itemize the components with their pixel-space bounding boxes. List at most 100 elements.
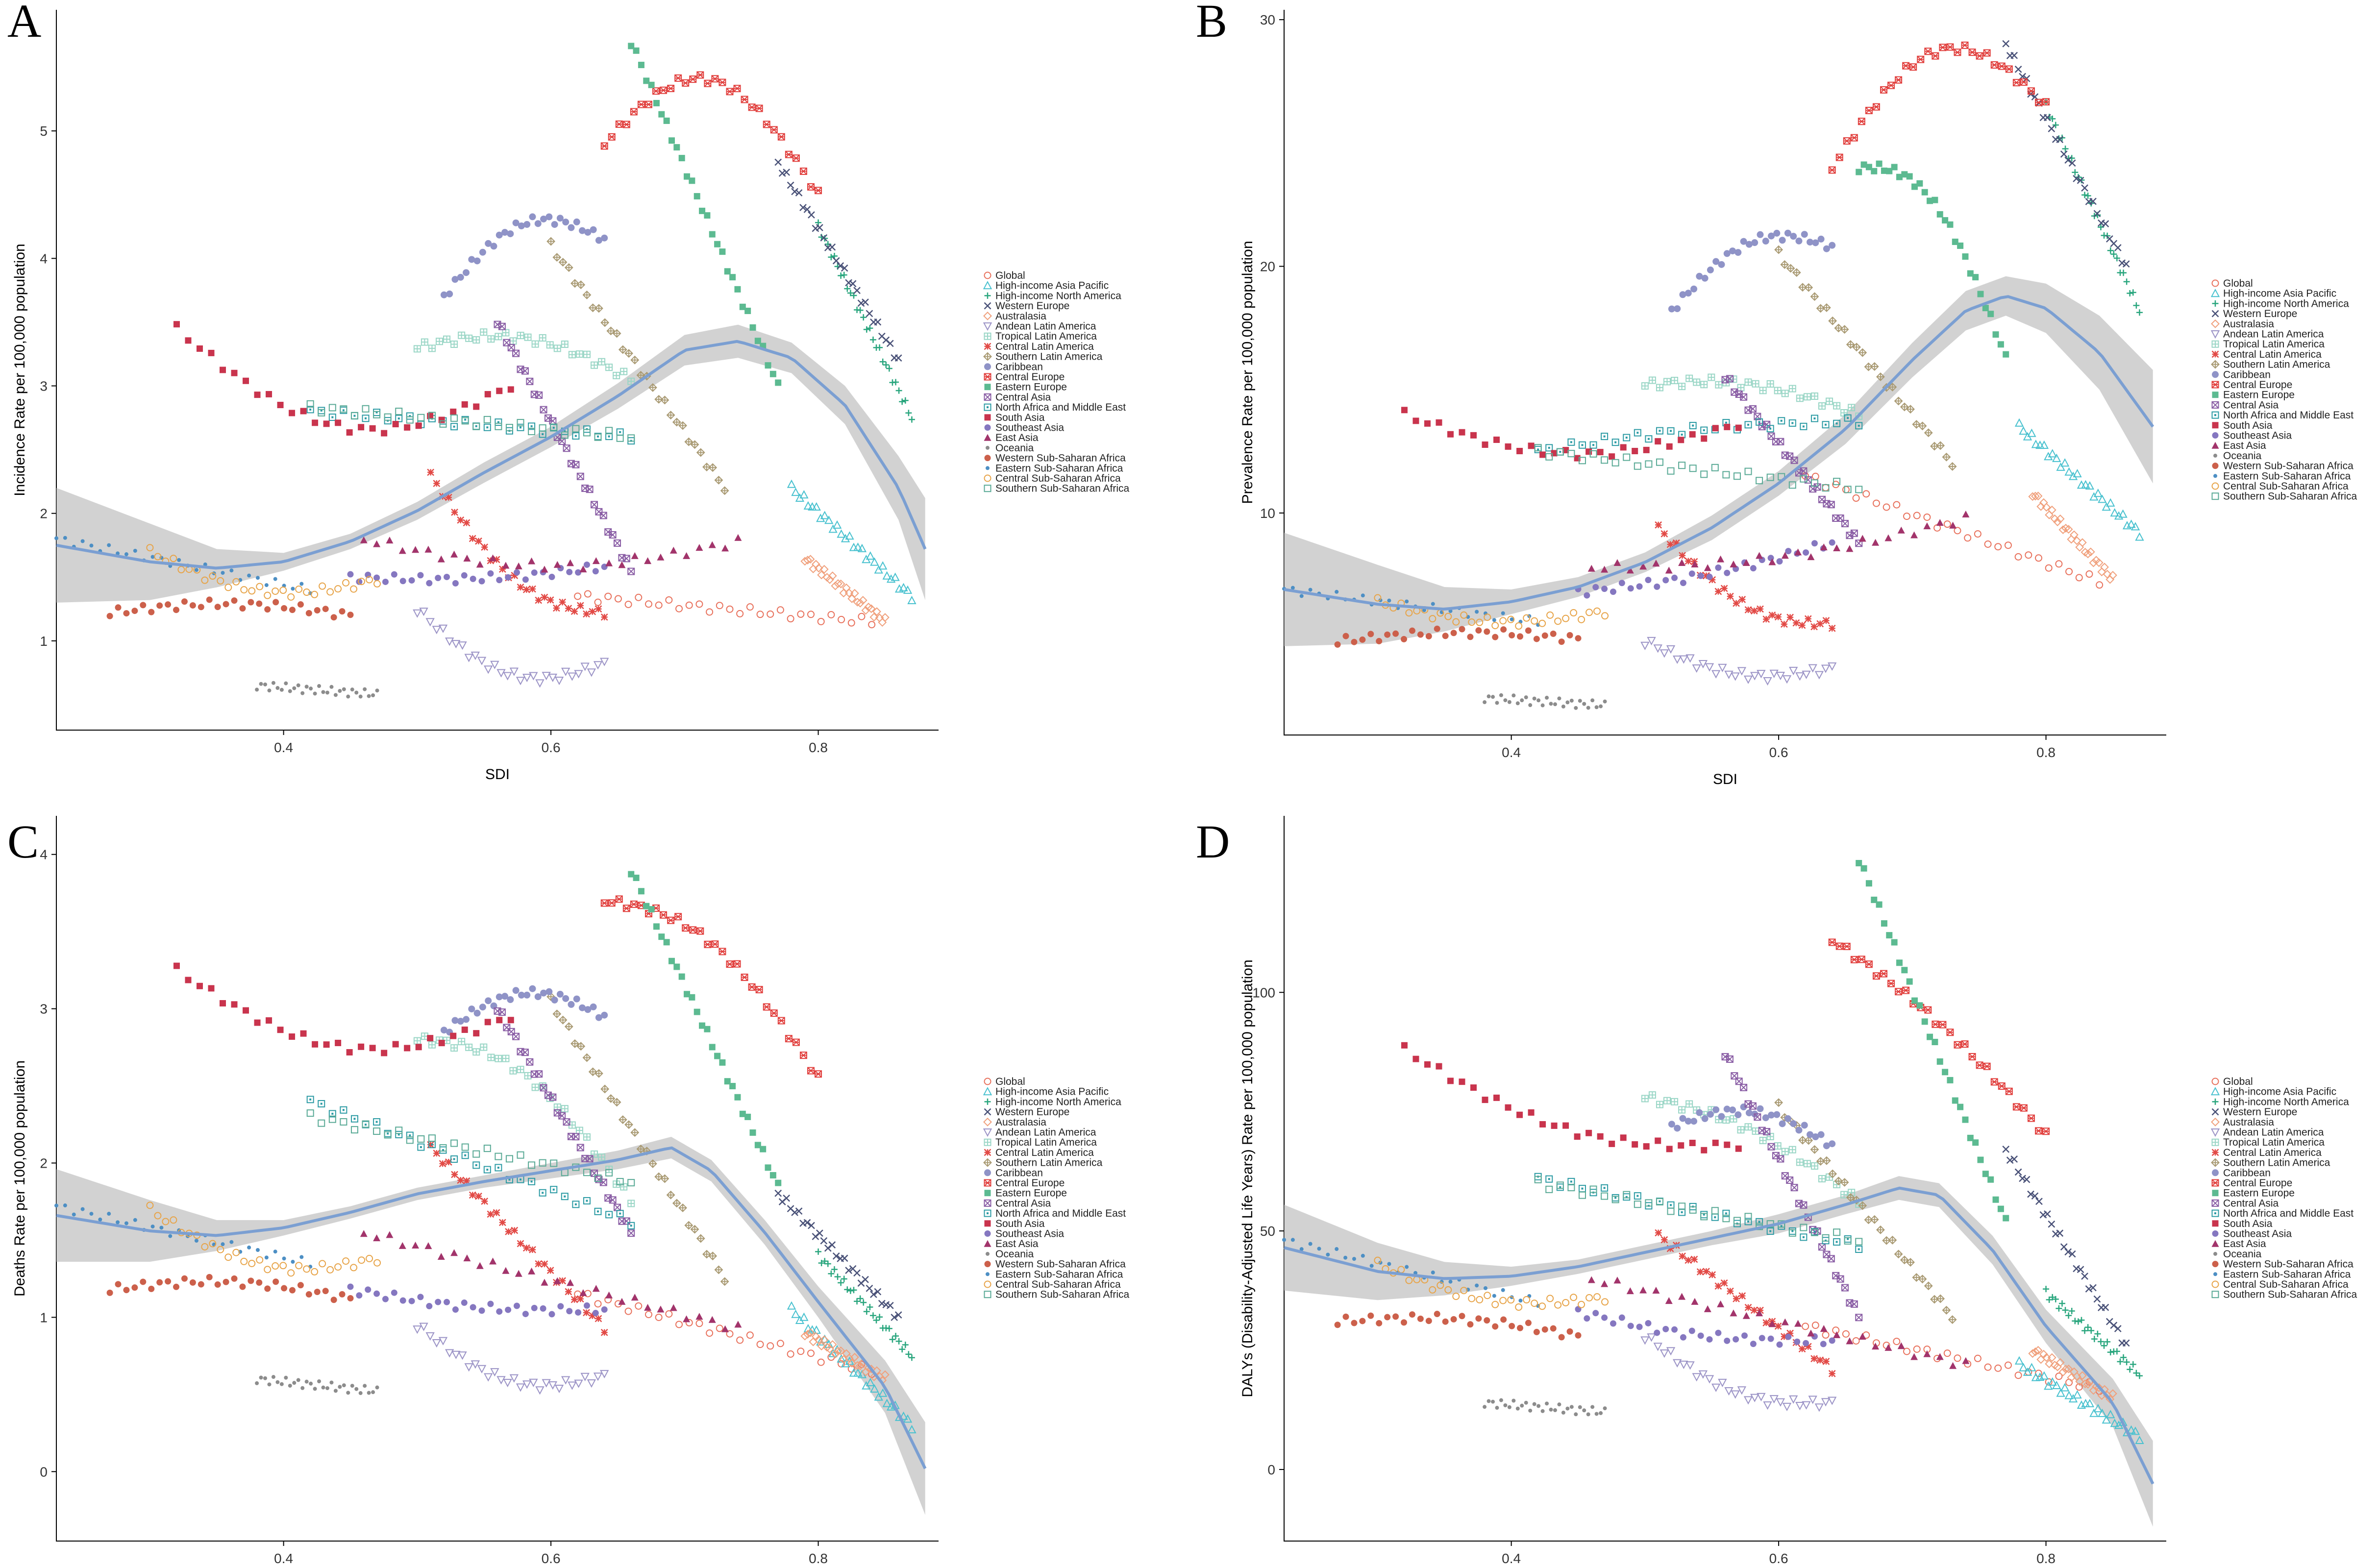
data-point [1740, 238, 1747, 245]
data-point [439, 1160, 446, 1168]
legend-label: Andean Latin America [995, 321, 1096, 332]
data-point [1910, 1353, 1918, 1360]
data-point [362, 1120, 370, 1128]
data-point [709, 1044, 716, 1051]
data-point [824, 241, 831, 247]
data-point [360, 536, 368, 543]
data-point [1701, 435, 1708, 442]
data-point [375, 688, 379, 693]
data-point [480, 1043, 488, 1051]
data-point [346, 694, 350, 699]
data-point [1689, 1140, 1696, 1147]
data-point [1384, 631, 1391, 638]
data-point [1491, 695, 1495, 699]
legend-marker [984, 1220, 991, 1227]
data-point [1800, 467, 1808, 475]
data-point [1998, 62, 2006, 70]
data-point [507, 996, 514, 1004]
data-point [1678, 1202, 1686, 1210]
data-point [652, 87, 660, 95]
data-point [1475, 627, 1482, 634]
data-point [1610, 1320, 1616, 1327]
data-point [2005, 1087, 2013, 1095]
data-point [2081, 1327, 2088, 1334]
legend-marker [2211, 1179, 2219, 1187]
data-point [1903, 1348, 1911, 1355]
data-point [266, 1017, 272, 1024]
data-point [1897, 526, 1905, 534]
data-point [173, 607, 180, 613]
data-point [1828, 1370, 1836, 1377]
data-point [1554, 617, 1562, 625]
data-point [272, 587, 279, 595]
data-point [1678, 1293, 1686, 1300]
data-point [1912, 420, 1921, 429]
data-point [1858, 956, 1865, 963]
data-point [470, 575, 476, 582]
data-point [1832, 1272, 1840, 1279]
series-east-asia [360, 1230, 742, 1332]
data-point [2108, 1389, 2117, 1398]
data-point [1833, 1238, 1841, 1246]
data-point [899, 398, 906, 405]
data-point [1601, 1314, 1608, 1321]
data-point [1665, 566, 1673, 574]
data-point [1947, 1077, 1954, 1083]
legend-label: South Asia [2223, 1218, 2273, 1229]
data-point [1643, 1143, 1650, 1150]
data-point [2133, 1370, 2140, 1376]
data-point [511, 1226, 519, 1234]
data-point [1846, 340, 1855, 349]
data-point [807, 1067, 815, 1075]
data-point [1897, 1342, 1905, 1349]
data-point [2094, 558, 2104, 567]
data-point [340, 405, 347, 413]
data-point [1932, 196, 1938, 203]
data-point [2113, 255, 2120, 262]
legend-label: Oceania [2223, 1249, 2262, 1260]
data-point [1850, 1300, 1858, 1308]
data-point [478, 1307, 485, 1314]
data-point [2055, 560, 2063, 568]
data-point [1834, 323, 1843, 333]
data-point [248, 1259, 256, 1267]
data-point [2078, 1317, 2085, 1323]
data-point [1749, 405, 1757, 413]
series-high-income-asia-pacific [2014, 418, 2144, 541]
data-point [334, 1263, 342, 1271]
data-point [572, 461, 580, 468]
data-point [1794, 1320, 1802, 1327]
data-point [746, 1331, 754, 1339]
data-point [754, 338, 761, 344]
y-axis-title: Prevalence Rate per 100,000 population [1239, 241, 1256, 504]
data-point [451, 276, 459, 283]
legend-marker [984, 363, 991, 370]
data-point [507, 1017, 514, 1024]
data-point [1968, 1053, 1976, 1060]
data-point [469, 535, 476, 542]
data-point [556, 990, 564, 998]
data-point [1743, 675, 1753, 684]
data-point [866, 310, 873, 318]
data-point [847, 1287, 854, 1294]
legend-label: Southeast Asia [995, 1228, 1064, 1240]
legend-label: Oceania [995, 442, 1034, 454]
data-point [1816, 1356, 1824, 1364]
data-point [522, 586, 530, 593]
data-point [1777, 1155, 1784, 1163]
data-point [471, 651, 480, 661]
data-point [384, 1131, 392, 1139]
legend-marker [2210, 289, 2220, 297]
data-point [1623, 1193, 1631, 1201]
data-point [162, 1218, 170, 1225]
data-point [436, 338, 444, 345]
data-point [240, 1257, 248, 1265]
data-point [2014, 1168, 2022, 1176]
data-point [243, 377, 249, 384]
data-point [2068, 159, 2076, 167]
data-point [594, 1069, 603, 1078]
data-point [1475, 1315, 1482, 1322]
data-point [847, 1365, 855, 1373]
data-point [1361, 1253, 1365, 1258]
data-point [554, 1385, 564, 1394]
